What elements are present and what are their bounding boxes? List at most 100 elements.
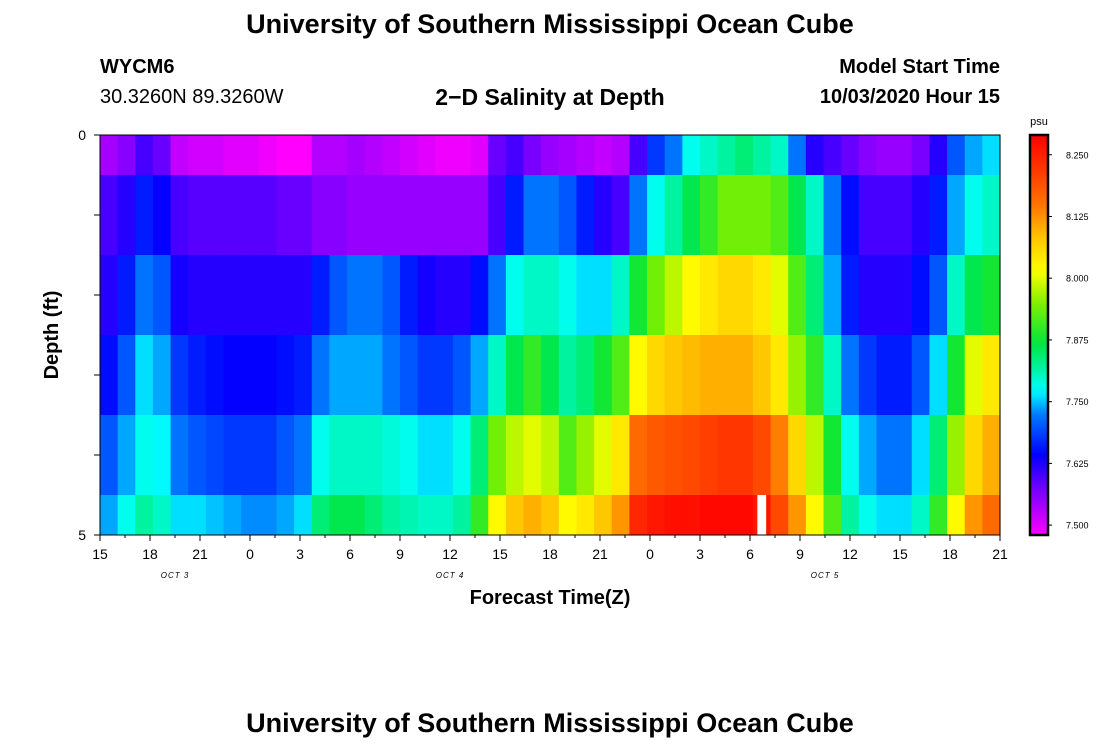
heatmap-cell <box>700 135 719 176</box>
heatmap-cell <box>276 495 295 536</box>
heatmap-cell <box>823 135 842 176</box>
heatmap-cell <box>488 135 507 176</box>
heatmap-cell <box>470 175 489 256</box>
x-tick-label: 21 <box>192 546 208 562</box>
heatmap-cell <box>576 175 595 256</box>
chart-main-title: University of Southern Mississippi Ocean… <box>246 9 854 39</box>
x-tick-label: 18 <box>942 546 958 562</box>
heatmap-cell <box>276 175 295 256</box>
heatmap-cell <box>152 415 172 496</box>
heatmap-cell <box>523 135 542 176</box>
heatmap-cell <box>470 415 489 496</box>
heatmap-cell <box>400 495 419 536</box>
heatmap-cell <box>770 175 789 256</box>
heatmap-cell <box>435 175 454 256</box>
heatmap-cell <box>611 335 631 416</box>
heatmap-cell <box>100 255 119 336</box>
footer-title: University of Southern Mississippi Ocean… <box>246 708 854 738</box>
heatmap-cell <box>452 255 472 336</box>
heatmap-cell <box>311 495 331 536</box>
heatmap-cell <box>841 495 860 536</box>
heatmap-cell <box>752 135 772 176</box>
heatmap-cell <box>629 175 648 256</box>
heatmap-cell <box>382 255 401 336</box>
heatmap-cell <box>964 495 983 536</box>
heatmap-cell <box>735 175 754 256</box>
x-tick-label: 12 <box>442 546 458 562</box>
heatmap-cell <box>964 335 983 416</box>
colorbar-tick-label: 7.875 <box>1066 335 1089 345</box>
heatmap-cell <box>647 495 666 536</box>
heatmap-cell <box>770 415 789 496</box>
heatmap-cell <box>841 135 860 176</box>
heatmap-cell <box>488 175 507 256</box>
heatmap-cell <box>858 415 878 496</box>
heatmap-cell <box>435 255 454 336</box>
heatmap-cell <box>911 415 931 496</box>
heatmap-cell <box>311 335 331 416</box>
heatmap-cell <box>894 135 913 176</box>
heatmap-cell <box>664 495 683 536</box>
heatmap-cell <box>576 135 595 176</box>
x-tick-label: 6 <box>346 546 354 562</box>
heatmap-cell <box>241 255 260 336</box>
heatmap-cell <box>364 135 383 176</box>
colorbar-tick-label: 8.125 <box>1066 212 1089 222</box>
heatmap-cell <box>435 495 454 536</box>
heatmap-cell <box>717 255 736 336</box>
heatmap-cell <box>788 255 807 336</box>
heatmap-cell <box>717 175 736 256</box>
heatmap-cell <box>100 135 119 176</box>
heatmap-cell <box>205 495 225 536</box>
heatmap-cell <box>382 415 401 496</box>
station-coordinates: 30.3260N 89.3260W <box>100 86 284 108</box>
heatmap-cell <box>417 255 436 336</box>
heatmap-cell <box>188 255 207 336</box>
heatmap-cell <box>488 255 507 336</box>
heatmap-cell <box>876 335 895 416</box>
heatmap-cell <box>664 415 683 496</box>
heatmap-cell <box>400 335 419 416</box>
heatmap-cell <box>876 495 895 536</box>
heatmap-cell <box>700 255 719 336</box>
heatmap-cell <box>170 135 189 176</box>
heatmap-cell <box>100 495 119 536</box>
heatmap-cell <box>770 495 789 536</box>
heatmap-cell <box>276 255 295 336</box>
heatmap-cell <box>947 495 966 536</box>
heatmap-cell <box>329 335 348 416</box>
colorbar-scale <box>1028 133 1050 537</box>
heatmap-cell <box>805 335 825 416</box>
heatmap-cell <box>911 255 931 336</box>
heatmap-cell <box>435 415 454 496</box>
heatmap-cell <box>347 415 366 496</box>
heatmap-cell <box>258 495 278 536</box>
heatmap-cell <box>505 335 525 416</box>
heatmap-cell <box>717 415 736 496</box>
x-tick-label: 15 <box>92 546 108 562</box>
heatmap-cell <box>188 135 207 176</box>
heatmap-cell <box>947 255 966 336</box>
heatmap-cell <box>523 495 542 536</box>
model-start-time: 10/03/2020 Hour 15 <box>819 86 1000 108</box>
heatmap-cell <box>135 335 154 416</box>
heatmap-cell <box>558 255 578 336</box>
heatmap-cell <box>558 415 578 496</box>
heatmap-cell <box>329 415 348 496</box>
heatmap-cell <box>735 135 754 176</box>
heatmap-cell <box>664 175 683 256</box>
heatmap-cell <box>470 135 489 176</box>
heatmap-cell <box>294 175 313 256</box>
heatmap-cell <box>805 495 825 536</box>
heatmap-cell <box>435 135 454 176</box>
heatmap-cell <box>382 175 401 256</box>
heatmap-cell <box>947 415 966 496</box>
chart-subtitle: 2−D Salinity at Depth <box>435 84 665 110</box>
heatmap-cell <box>400 175 419 256</box>
heatmap-cell <box>505 255 525 336</box>
heatmap-cell <box>947 175 966 256</box>
heatmap-cell <box>964 175 983 256</box>
heatmap-cell <box>505 495 525 536</box>
x-tick-label: 12 <box>842 546 858 562</box>
